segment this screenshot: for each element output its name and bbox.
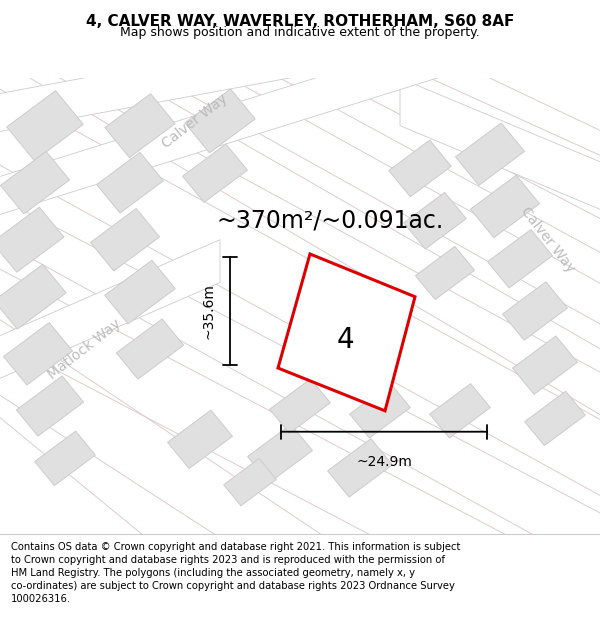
Text: Calver Way: Calver Way — [160, 91, 230, 151]
Polygon shape — [97, 152, 163, 213]
Polygon shape — [269, 379, 331, 433]
Polygon shape — [0, 207, 64, 272]
Polygon shape — [430, 384, 490, 438]
Polygon shape — [35, 431, 95, 486]
Polygon shape — [0, 240, 220, 387]
Polygon shape — [105, 94, 175, 158]
Text: 4, CALVER WAY, WAVERLEY, ROTHERHAM, S60 8AF: 4, CALVER WAY, WAVERLEY, ROTHERHAM, S60 … — [86, 14, 514, 29]
Polygon shape — [455, 123, 524, 186]
Polygon shape — [7, 91, 83, 161]
Polygon shape — [185, 89, 255, 153]
Polygon shape — [224, 459, 277, 506]
Polygon shape — [470, 175, 539, 238]
Polygon shape — [404, 192, 466, 249]
Polygon shape — [182, 144, 247, 202]
Text: Calver Way: Calver Way — [518, 204, 578, 275]
Polygon shape — [415, 246, 475, 299]
Polygon shape — [0, 264, 66, 329]
Text: ~35.6m: ~35.6m — [201, 283, 215, 339]
Polygon shape — [503, 282, 568, 340]
Polygon shape — [116, 319, 184, 379]
Polygon shape — [512, 336, 577, 394]
Polygon shape — [1, 151, 70, 214]
Polygon shape — [167, 410, 232, 469]
Text: Contains OS data © Crown copyright and database right 2021. This information is : Contains OS data © Crown copyright and d… — [11, 542, 460, 604]
Polygon shape — [104, 260, 175, 324]
Polygon shape — [0, 31, 340, 135]
Polygon shape — [0, 0, 600, 221]
Polygon shape — [16, 376, 83, 436]
Text: ~24.9m: ~24.9m — [356, 455, 412, 469]
Polygon shape — [488, 229, 553, 288]
Text: Map shows position and indicative extent of the property.: Map shows position and indicative extent… — [120, 26, 480, 39]
Polygon shape — [4, 322, 73, 385]
Polygon shape — [248, 424, 313, 483]
Polygon shape — [400, 78, 600, 230]
Polygon shape — [328, 439, 392, 497]
Text: ~370m²/~0.091ac.: ~370m²/~0.091ac. — [217, 209, 443, 232]
Text: Matlock Way: Matlock Way — [46, 316, 124, 382]
Text: 4: 4 — [336, 326, 354, 354]
Polygon shape — [278, 254, 415, 411]
Polygon shape — [91, 209, 160, 271]
Polygon shape — [524, 391, 586, 446]
Polygon shape — [389, 140, 451, 197]
Polygon shape — [350, 384, 410, 438]
